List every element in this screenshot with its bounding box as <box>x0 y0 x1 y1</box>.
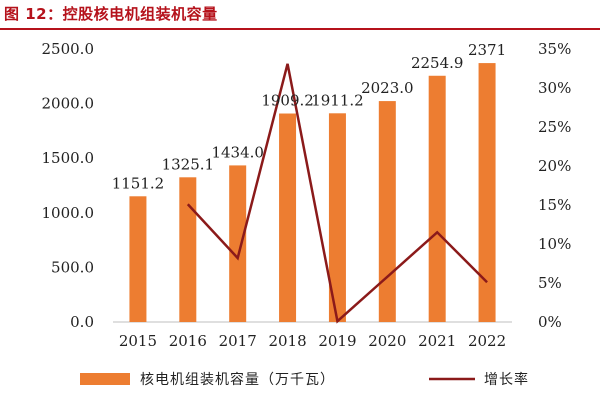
bar-data-label: 1911.2 <box>311 91 364 109</box>
x-tick-label: 2022 <box>468 332 506 350</box>
y-left-tick-label: 1500.0 <box>42 149 95 167</box>
y-right-tick-label: 5% <box>538 274 562 292</box>
bar <box>129 196 147 322</box>
y-right-tick-label: 20% <box>538 157 571 175</box>
x-tick-label: 2018 <box>268 332 306 350</box>
bar-data-label: 1325.1 <box>162 155 215 173</box>
bar-data-label: 2371 <box>468 41 506 59</box>
y-right-tick-label: 35% <box>538 40 571 58</box>
x-tick-label: 2020 <box>368 332 406 350</box>
y-left-tick-label: 2500.0 <box>42 40 95 58</box>
legend-swatch-bar <box>80 373 130 385</box>
y-right-tick-label: 15% <box>538 196 571 214</box>
y-right-tick-label: 0% <box>538 313 562 331</box>
bar-data-label: 2254.9 <box>411 54 464 72</box>
y-left-tick-label: 0.0 <box>70 313 94 331</box>
legend-label-bar: 核电机组装机容量（万千瓦） <box>140 371 335 388</box>
bar <box>328 113 346 322</box>
y-left-tick-label: 500.0 <box>51 258 94 276</box>
bar <box>179 177 197 322</box>
bar <box>279 113 297 323</box>
x-tick-label: 2016 <box>169 332 207 350</box>
bar <box>378 101 396 322</box>
bar-data-label: 2023.0 <box>361 79 414 97</box>
legend-label-line: 增长率 <box>484 371 529 388</box>
y-left-tick-label: 2000.0 <box>42 95 95 113</box>
bar-data-label: 1434.0 <box>211 143 264 161</box>
y-right-tick-label: 10% <box>538 235 571 253</box>
bar <box>428 75 446 322</box>
figure-title: 图 12：控股核电机组装机容量 <box>4 5 218 23</box>
y-left-tick-label: 1000.0 <box>42 204 95 222</box>
x-tick-label: 2021 <box>418 332 456 350</box>
bar-data-label: 1909.2 <box>261 92 314 110</box>
bar-data-label: 1151.2 <box>112 174 165 192</box>
y-right-tick-label: 30% <box>538 79 571 97</box>
title-rule <box>0 28 600 30</box>
bar <box>229 165 247 322</box>
x-tick-label: 2019 <box>318 332 356 350</box>
x-tick-label: 2017 <box>219 332 257 350</box>
bar <box>478 63 496 323</box>
x-tick-label: 2015 <box>119 332 157 350</box>
y-right-tick-label: 25% <box>538 118 571 136</box>
